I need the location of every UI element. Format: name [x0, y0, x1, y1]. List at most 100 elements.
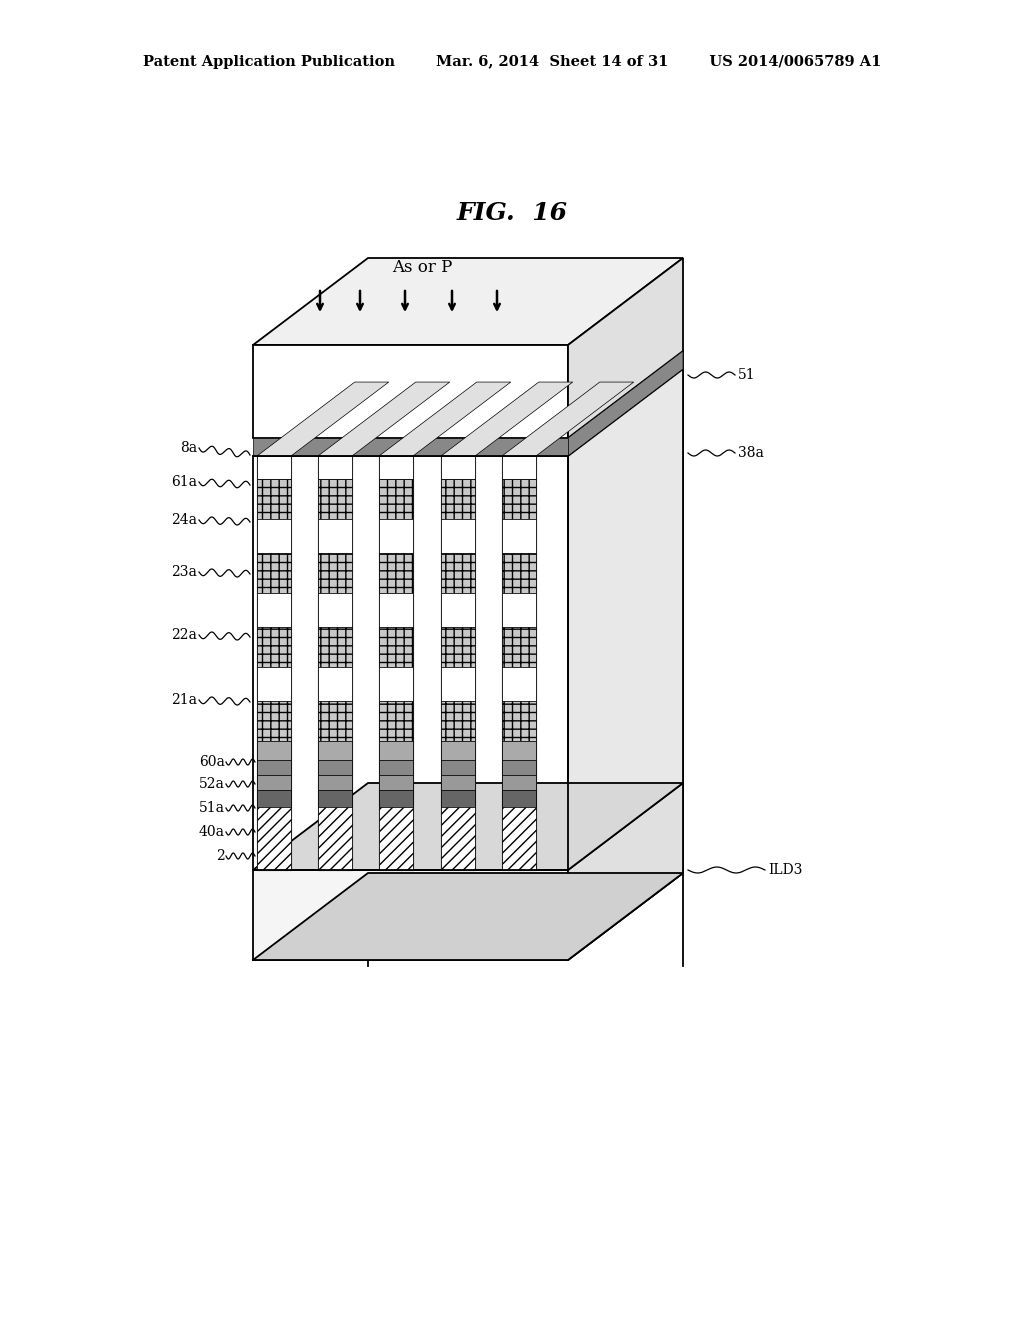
Polygon shape [502, 667, 536, 701]
Polygon shape [441, 741, 475, 760]
Polygon shape [502, 741, 536, 760]
Polygon shape [318, 741, 352, 760]
Polygon shape [379, 760, 413, 775]
Polygon shape [379, 627, 413, 667]
Polygon shape [318, 519, 352, 553]
Polygon shape [441, 667, 475, 701]
Polygon shape [257, 741, 291, 760]
Polygon shape [502, 553, 536, 593]
Polygon shape [502, 455, 536, 870]
Polygon shape [379, 789, 413, 807]
Polygon shape [441, 789, 475, 807]
Text: 60a: 60a [199, 755, 225, 770]
Polygon shape [568, 370, 683, 870]
Text: ILD3: ILD3 [768, 863, 803, 876]
Polygon shape [318, 789, 352, 807]
Text: 61a: 61a [171, 475, 197, 488]
Polygon shape [379, 741, 413, 760]
Polygon shape [502, 479, 536, 519]
Polygon shape [257, 789, 291, 807]
Polygon shape [318, 381, 450, 455]
Polygon shape [253, 870, 568, 960]
Polygon shape [379, 381, 511, 455]
Polygon shape [318, 553, 352, 593]
Polygon shape [441, 593, 475, 627]
Polygon shape [502, 381, 634, 455]
Polygon shape [257, 553, 291, 593]
Polygon shape [379, 667, 413, 701]
Polygon shape [502, 455, 536, 479]
Polygon shape [441, 519, 475, 553]
Polygon shape [441, 381, 572, 455]
Polygon shape [379, 593, 413, 627]
Text: 8a: 8a [180, 441, 197, 455]
Polygon shape [257, 593, 291, 627]
Polygon shape [253, 345, 568, 438]
Text: 21a: 21a [171, 693, 197, 708]
Polygon shape [257, 760, 291, 775]
Text: 52a: 52a [199, 777, 225, 791]
Text: As or P: As or P [392, 260, 453, 276]
Text: 38a: 38a [738, 446, 764, 459]
Polygon shape [318, 667, 352, 701]
Polygon shape [568, 351, 683, 455]
Text: 40a: 40a [199, 825, 225, 840]
Polygon shape [441, 807, 475, 870]
Polygon shape [318, 455, 352, 479]
Polygon shape [502, 760, 536, 775]
Polygon shape [318, 760, 352, 775]
Polygon shape [379, 807, 413, 870]
Polygon shape [379, 553, 413, 593]
Polygon shape [502, 701, 536, 741]
Polygon shape [257, 455, 291, 870]
Polygon shape [379, 479, 413, 519]
Polygon shape [502, 807, 536, 870]
Polygon shape [441, 627, 475, 667]
Polygon shape [502, 519, 536, 553]
Polygon shape [318, 455, 352, 870]
Polygon shape [379, 775, 413, 789]
Text: 51a: 51a [199, 801, 225, 814]
Polygon shape [253, 257, 683, 345]
Text: FIG.  16: FIG. 16 [457, 201, 567, 224]
Polygon shape [502, 593, 536, 627]
Polygon shape [379, 701, 413, 741]
Polygon shape [257, 381, 389, 455]
Polygon shape [257, 479, 291, 519]
Polygon shape [257, 627, 291, 667]
Polygon shape [441, 760, 475, 775]
Polygon shape [253, 873, 683, 960]
Polygon shape [379, 455, 413, 479]
Polygon shape [379, 455, 413, 870]
Polygon shape [257, 701, 291, 741]
Polygon shape [441, 775, 475, 789]
Polygon shape [318, 807, 352, 870]
Polygon shape [318, 627, 352, 667]
Text: 23a: 23a [171, 565, 197, 579]
Polygon shape [253, 455, 568, 870]
Polygon shape [568, 783, 683, 960]
Polygon shape [441, 479, 475, 519]
Polygon shape [502, 789, 536, 807]
Text: 24a: 24a [171, 513, 197, 527]
Polygon shape [253, 783, 683, 870]
Polygon shape [379, 519, 413, 553]
Polygon shape [441, 701, 475, 741]
Polygon shape [318, 479, 352, 519]
Polygon shape [441, 553, 475, 593]
Polygon shape [502, 627, 536, 667]
Polygon shape [441, 455, 475, 870]
Text: 22a: 22a [171, 628, 197, 642]
Polygon shape [318, 775, 352, 789]
Polygon shape [257, 807, 291, 870]
Polygon shape [257, 519, 291, 553]
Polygon shape [257, 455, 291, 479]
Polygon shape [318, 593, 352, 627]
Polygon shape [257, 667, 291, 701]
Polygon shape [257, 775, 291, 789]
Polygon shape [502, 775, 536, 789]
Polygon shape [318, 701, 352, 741]
Polygon shape [441, 455, 475, 479]
Polygon shape [568, 257, 683, 438]
Text: 51: 51 [738, 368, 756, 381]
